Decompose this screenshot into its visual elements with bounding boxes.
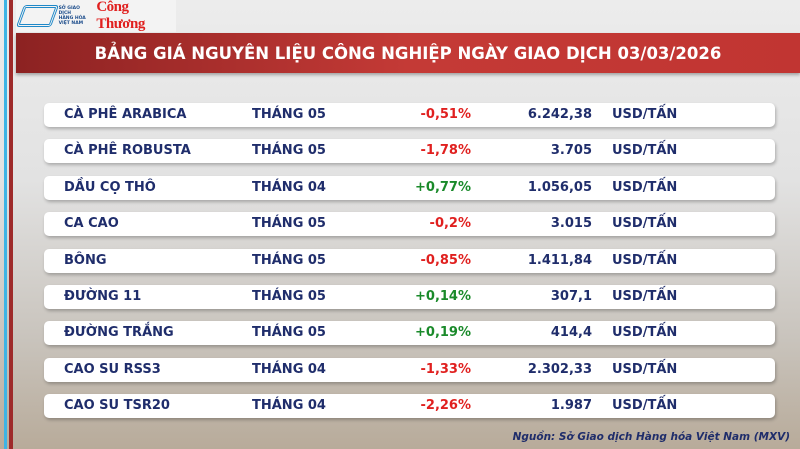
contract-month: THÁNG 05 [252,252,326,268]
brand-logo: Công Thương [96,0,145,32]
table-row: CAO SU TSR20 THÁNG 04 -2,26% 1.987 USD/T… [44,394,775,419]
price: 307,1 [550,289,592,304]
price-change: -2,26% [420,398,472,414]
contract-month: THÁNG 05 [252,107,326,122]
unit: USD/TẤN [612,325,678,341]
price: 3.015 [550,216,592,232]
commodity-name: CÀ PHÊ ARABICA [64,107,187,122]
table-row: ĐƯỜNG TRẮNG THÁNG 05 +0,19% 414,4 USD/TẤ… [44,321,775,346]
contract-month: THÁNG 05 [252,289,326,304]
decorative-stripe-red [9,0,13,449]
price: 6.242,38 [527,107,592,122]
price: 3.705 [550,143,592,159]
contract-month: THÁNG 05 [252,216,326,232]
exchange-logo-text: SỞ GIAO DỊCH HÀNG HÓA VIỆT NAM [58,6,86,26]
unit: USD/TẤN [612,289,678,304]
unit: USD/TẤN [612,179,678,195]
commodity-name: ĐƯỜNG TRẮNG [64,325,174,341]
price-change: +0,14% [415,289,471,304]
unit: USD/TẤN [612,107,678,122]
decorative-stripe-blue [4,0,7,449]
price-change: -0,51% [420,107,472,122]
price-change: -0,85% [420,252,472,268]
price-change: -1,33% [420,361,472,377]
source-note: Nguồn: Sở Giao dịch Hàng hóa Việt Nam (M… [512,431,790,443]
price-change: +0,19% [415,325,471,341]
commodity-name: ĐƯỜNG 11 [64,289,142,304]
commodity-name: CÀ PHÊ ROBUSTA [64,143,191,159]
unit: USD/TẤN [612,143,678,159]
contract-month: THÁNG 04 [252,398,326,414]
table-row: CÀ PHÊ ARABICA THÁNG 05 -0,51% 6.242,38 … [44,103,775,127]
unit: USD/TẤN [612,216,678,232]
table-row: CA CAO THÁNG 05 -0,2% 3.015 USD/TẤN [44,212,775,237]
table-row: DẦU CỌ THÔ THÁNG 04 +0,77% 1.056,05 USD/… [44,175,775,200]
price-change: -0,2% [429,216,471,232]
table-row: CÀ PHÊ ROBUSTA THÁNG 05 -1,78% 3.705 USD… [44,139,775,164]
price-change: -1,78% [420,143,472,159]
commodity-name: CAO SU TSR20 [64,398,170,414]
price: 1.987 [550,398,592,414]
price: 1.411,84 [527,252,592,268]
table-row: CAO SU RSS3 THÁNG 04 -1,33% 2.302,33 USD… [44,357,775,382]
unit: USD/TẤN [612,252,678,268]
price: 1.056,05 [527,179,592,195]
price: 414,4 [550,325,592,341]
contract-month: THÁNG 04 [252,179,326,195]
commodity-name: BÔNG [64,252,107,268]
unit: USD/TẤN [612,361,678,377]
page-title: BẢNG GIÁ NGUYÊN LIỆU CÔNG NGHIỆP NGÀY GI… [16,33,800,73]
commodity-name: DẦU CỌ THÔ [64,179,156,195]
exchange-logo-icon [15,5,59,27]
contract-month: THÁNG 05 [252,325,326,341]
logo-bar: SỞ GIAO DỊCH HÀNG HÓA VIỆT NAM Công Thương [15,0,176,32]
price: 2.302,33 [527,361,592,377]
table-row: BÔNG THÁNG 05 -0,85% 1.411,84 USD/TẤN [44,248,775,273]
unit: USD/TẤN [612,398,678,414]
commodity-name: CA CAO [64,216,119,232]
contract-month: THÁNG 05 [252,143,326,159]
table-row: ĐƯỜNG 11 THÁNG 05 +0,14% 307,1 USD/TẤN [44,285,775,309]
price-change: +0,77% [415,179,471,195]
commodity-name: CAO SU RSS3 [64,361,161,377]
contract-month: THÁNG 04 [252,361,326,377]
